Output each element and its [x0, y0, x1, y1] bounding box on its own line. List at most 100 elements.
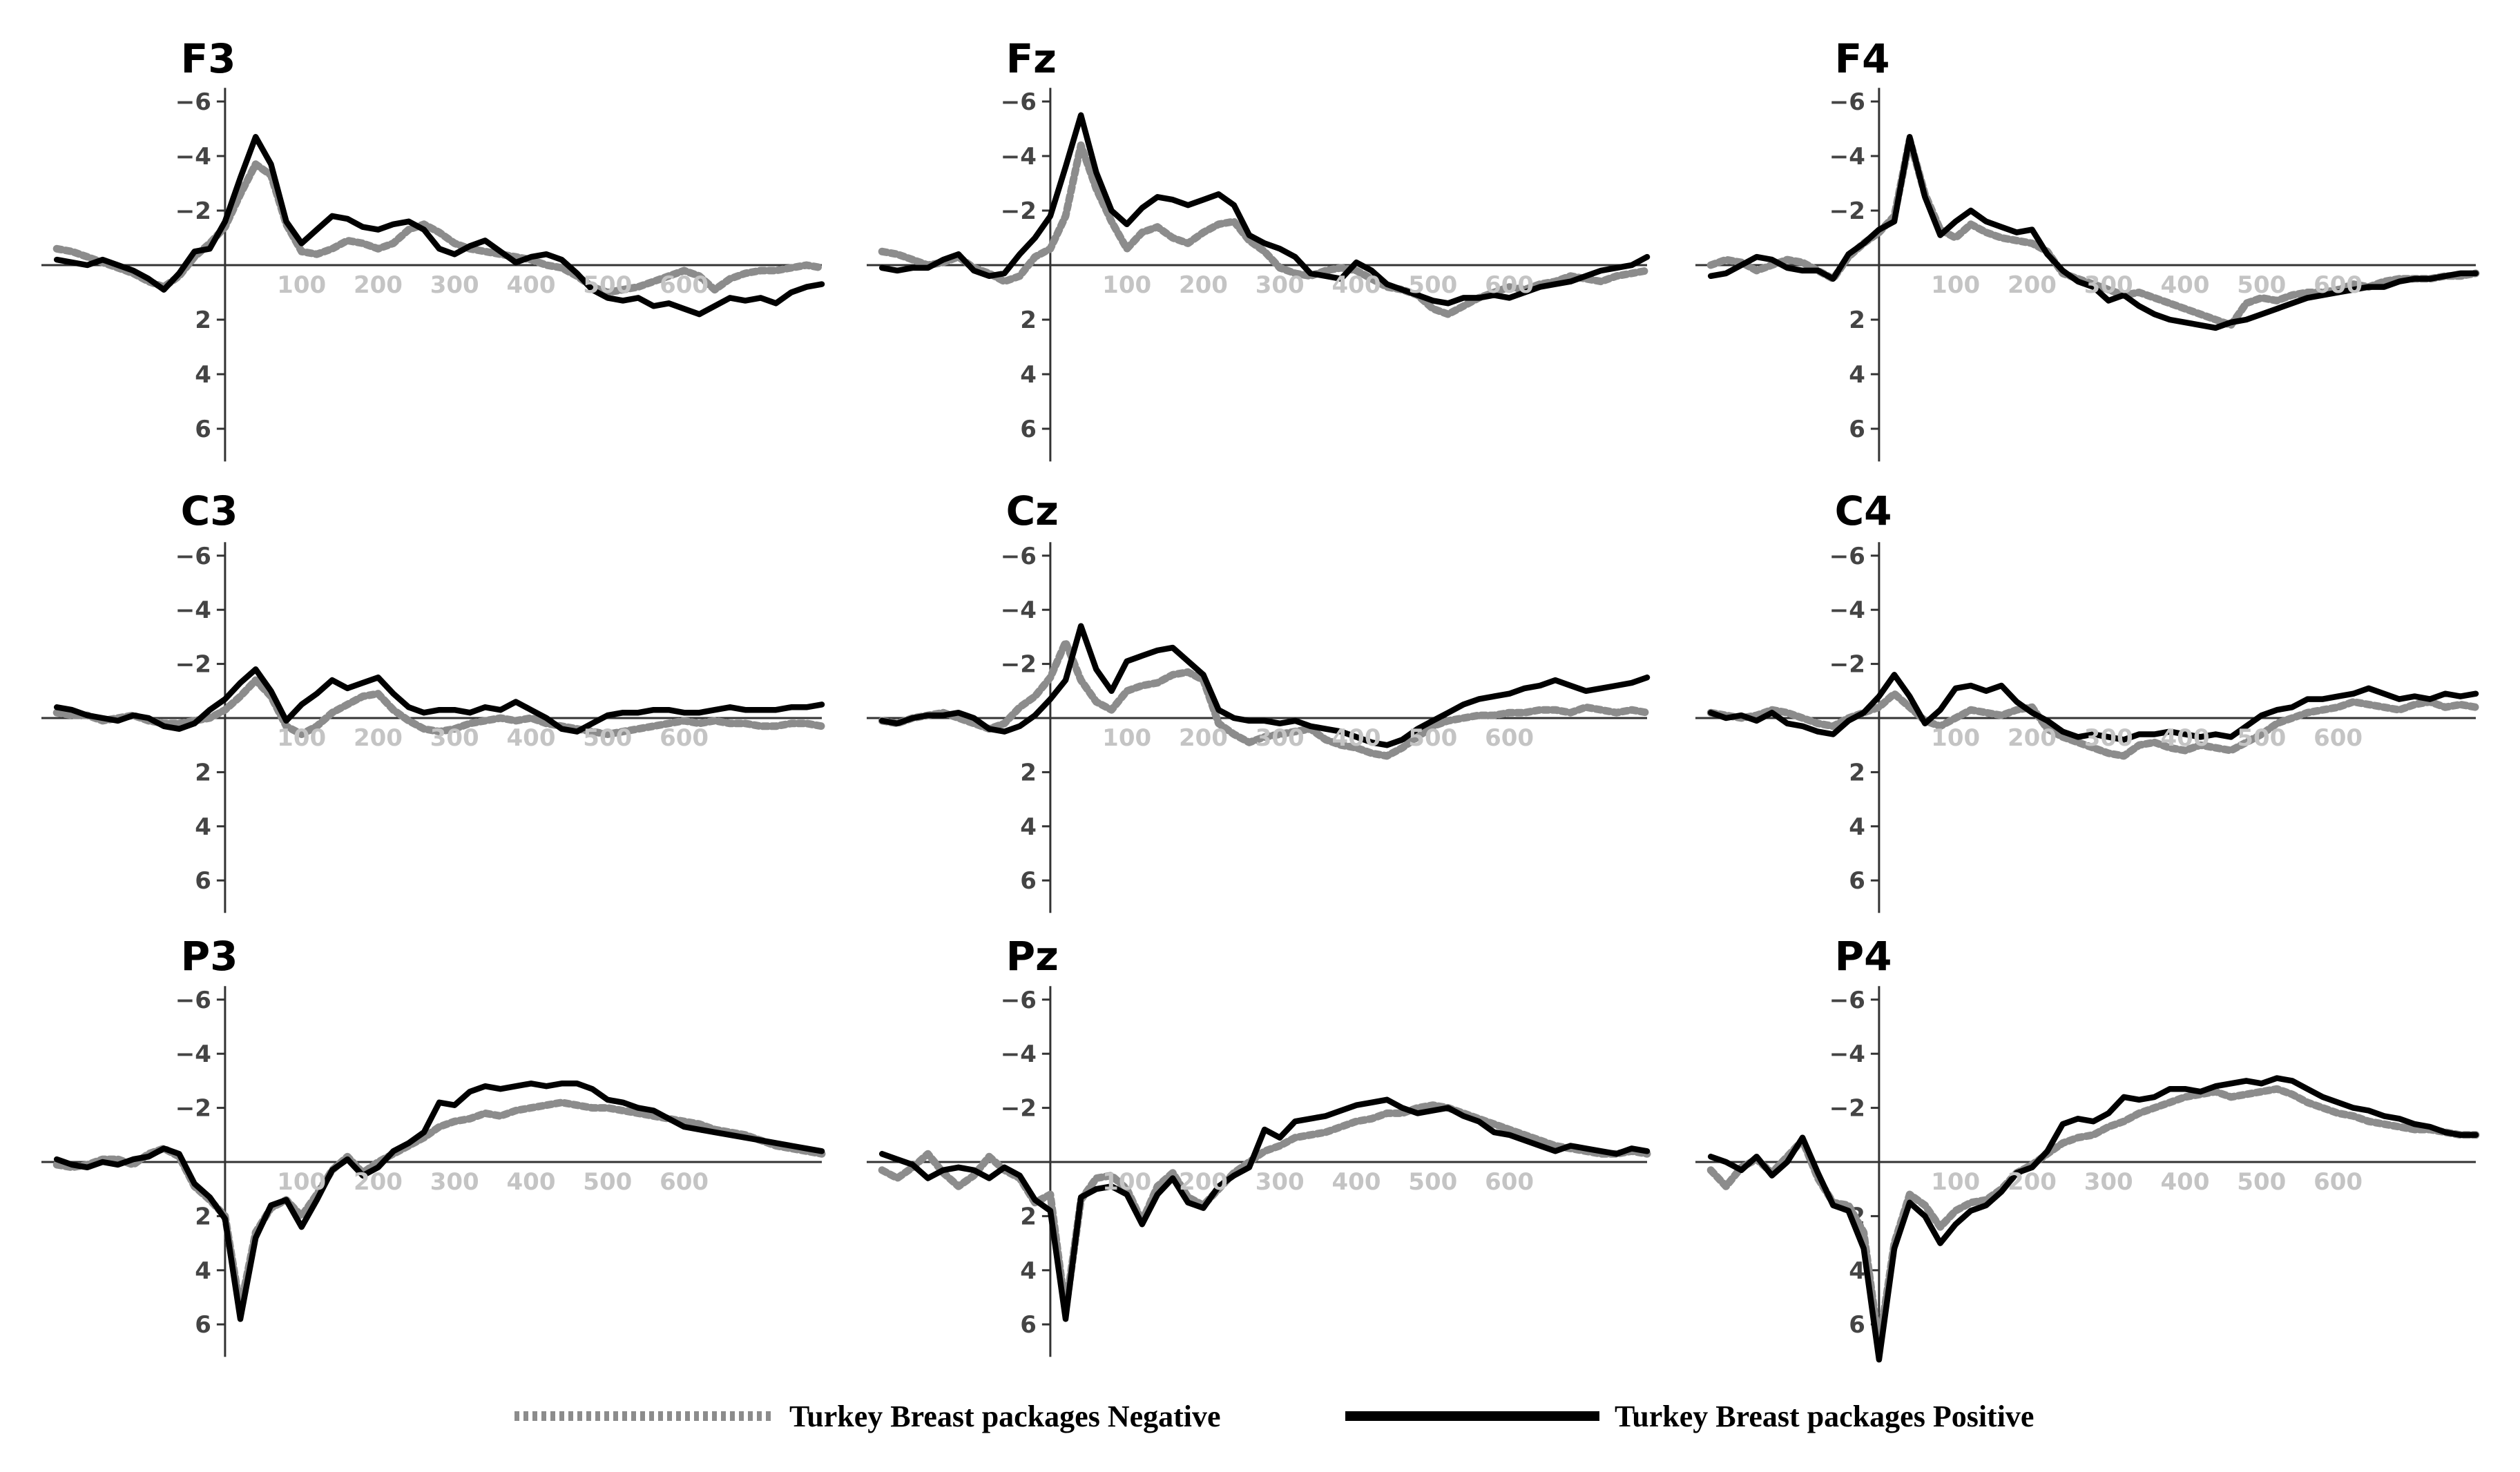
series-line-positive: [878, 623, 1651, 748]
panel-cz: Cz −6 −4 −2 2 4 6 100 200 300 400 500 600: [867, 487, 1651, 913]
y-tick-label: −6: [1829, 88, 1865, 116]
x-tick-label: 600: [1485, 724, 1534, 752]
x-tick-label: 300: [430, 271, 479, 299]
legend: Turkey Breast packages Negative Turkey B…: [514, 1400, 2034, 1433]
x-tick-label: 100: [1102, 271, 1151, 299]
y-tick-label: −2: [1001, 197, 1037, 225]
series-line-positive: [878, 112, 1651, 307]
series-line-negative: [1706, 1085, 2480, 1350]
y-tick-label: 6: [1849, 1311, 1865, 1339]
y-tick-label: −6: [1829, 543, 1865, 570]
series-line-positive: [53, 666, 825, 735]
panel-title: Cz: [1006, 487, 1059, 534]
x-tick-label: 300: [1256, 724, 1305, 752]
x-tick-label: 300: [430, 1168, 479, 1196]
x-tick-label: 300: [1256, 271, 1305, 299]
y-tick-label: 6: [195, 1311, 211, 1339]
y-tick-label: −2: [1829, 197, 1865, 225]
panel-pz: Pz −6 −4 −2 2 4 6 100 200 300 400 500 600: [867, 933, 1651, 1357]
series-line-positive: [1707, 1075, 2479, 1363]
x-tick-label: 300: [2084, 724, 2133, 752]
y-tick-label: −2: [1829, 651, 1865, 679]
panel-c4: C4 −6 −4 −2 2 4 6 100 200 300 400 500 600: [1695, 487, 2480, 913]
y-tick-label: 2: [1849, 307, 1865, 334]
panel-c3: C3 −6 −4 −2 2 4 6 100 200 300 400 500 600: [41, 487, 826, 913]
y-tick-label: 4: [1020, 361, 1037, 389]
panel-title: Fz: [1006, 35, 1057, 82]
x-tick-label: 400: [507, 1168, 556, 1196]
y-tick-label: 4: [1020, 1257, 1037, 1285]
x-tick-label: 600: [660, 271, 709, 299]
panel-f4: F4 −6 −4 −2 2 4 6 100 200 300 400 500 600: [1695, 35, 2480, 462]
y-tick-label: −6: [1001, 88, 1037, 116]
y-tick-label: −6: [175, 88, 211, 116]
x-tick-label: 600: [660, 724, 709, 752]
x-tick-label: 400: [2161, 1168, 2210, 1196]
y-tick-label: 6: [1849, 867, 1865, 895]
y-tick-label: −4: [175, 597, 211, 624]
y-tick-label: 2: [1020, 307, 1037, 334]
x-tick-label: 500: [1408, 724, 1457, 752]
series-line-positive: [878, 1096, 1651, 1322]
y-tick-label: 6: [1020, 1311, 1037, 1339]
x-tick-label: 500: [2237, 724, 2286, 752]
y-tick-label: −4: [1829, 597, 1865, 624]
y-tick-label: 4: [195, 813, 211, 841]
panel-fz: Fz −6 −4 −2 2 4 6 100 200 300 400 500 600: [867, 35, 1651, 462]
y-tick-label: 4: [195, 361, 211, 389]
y-tick-label: −4: [1829, 1040, 1865, 1068]
x-tick-label: 200: [2008, 271, 2057, 299]
x-tick-label: 400: [2161, 724, 2210, 752]
y-tick-label: −4: [1001, 597, 1037, 624]
y-tick-label: 4: [1849, 361, 1865, 389]
y-tick-label: 6: [195, 867, 211, 895]
x-tick-label: 600: [1485, 271, 1534, 299]
x-tick-label: 600: [2314, 1168, 2363, 1196]
panel-title: F4: [1835, 35, 1890, 82]
x-tick-label: 600: [2314, 724, 2363, 752]
x-tick-label: 400: [507, 271, 556, 299]
x-tick-label: 100: [277, 1168, 326, 1196]
series-line-negative: [878, 141, 1651, 318]
y-tick-label: 4: [195, 1257, 211, 1285]
series-line-positive: [53, 1081, 825, 1322]
x-tick-label: 100: [1931, 724, 1980, 752]
x-tick-label: 500: [1408, 271, 1457, 299]
series-line-negative: [1706, 690, 2480, 760]
x-tick-label: 200: [2008, 724, 2057, 752]
series-line-negative: [878, 638, 1651, 760]
y-tick-label: 2: [195, 1203, 211, 1230]
series-line-positive: [1707, 672, 2479, 743]
series-line-positive: [1707, 134, 2479, 331]
x-tick-label: 200: [2008, 1168, 2057, 1196]
y-tick-label: −4: [175, 1040, 211, 1068]
x-tick-label: 100: [1931, 271, 1980, 299]
y-tick-label: 4: [1849, 1257, 1865, 1285]
legend-label-negative: Turkey Breast packages Negative: [789, 1400, 1221, 1433]
y-tick-label: 2: [1020, 759, 1037, 786]
x-tick-label: 100: [1102, 1168, 1151, 1196]
y-tick-label: 2: [195, 759, 211, 786]
x-tick-label: 300: [2084, 1168, 2133, 1196]
x-tick-label: 100: [277, 271, 326, 299]
y-tick-label: 2: [195, 307, 211, 334]
x-tick-label: 100: [1931, 1168, 1980, 1196]
x-tick-label: 400: [1332, 1168, 1381, 1196]
x-tick-label: 200: [1179, 1168, 1228, 1196]
x-tick-label: 400: [1332, 724, 1381, 752]
y-tick-label: 2: [1849, 759, 1865, 786]
y-tick-label: −2: [1001, 1095, 1037, 1123]
x-tick-label: 300: [1256, 1168, 1305, 1196]
panel-title: Pz: [1006, 933, 1059, 980]
y-tick-label: 6: [1020, 867, 1037, 895]
x-tick-label: 500: [583, 271, 632, 299]
y-tick-label: −6: [175, 987, 211, 1014]
x-tick-label: 500: [583, 724, 632, 752]
panel-f3: F3 −6 −4 −2 2 4 6 100 200 300 400 500 600: [41, 35, 826, 462]
y-tick-label: −2: [1001, 651, 1037, 679]
y-tick-label: 4: [1849, 813, 1865, 841]
y-tick-label: −4: [1001, 1040, 1037, 1068]
x-tick-label: 500: [2237, 271, 2286, 299]
